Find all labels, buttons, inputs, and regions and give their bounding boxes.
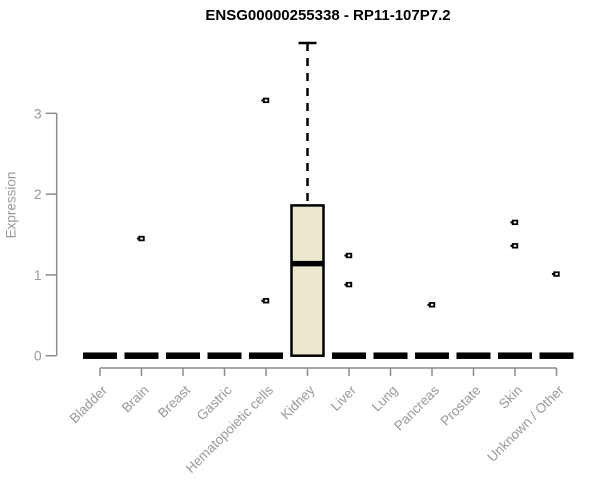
x-tick-label: Unknown / Other [484, 382, 567, 465]
y-tick-label: 3 [34, 105, 42, 121]
outlier-marker-nub [510, 244, 512, 247]
outlier-marker-nub [136, 237, 139, 240]
x-tick-label: Pancreas [391, 382, 442, 433]
x-tick-label: Lung [369, 383, 401, 415]
x-tick-label: Prostate [437, 383, 483, 429]
outlier-marker-center [347, 254, 351, 257]
outlier-marker-center [430, 303, 434, 306]
y-tick-label: 2 [34, 186, 42, 202]
outlier-marker-nub [344, 283, 346, 286]
x-tick-label: Brain [119, 383, 152, 416]
flat-zero-box [456, 352, 491, 359]
outlier-marker-center [264, 99, 268, 102]
outlier-marker-nub [261, 299, 263, 302]
outlier-marker-nub [344, 254, 346, 257]
outlier-marker-center [140, 237, 143, 240]
outlier-marker-nub [551, 273, 554, 276]
x-tick-label: Skin [496, 383, 525, 412]
y-tick-label: 0 [34, 348, 42, 364]
outlier-marker-center [513, 244, 517, 247]
outlier-marker-nub [427, 303, 429, 306]
x-tick-label: Kidney [278, 382, 318, 422]
outlier-marker-nub [510, 221, 512, 224]
outlier-marker-center [555, 273, 558, 276]
chart-title: ENSG00000255338 - RP11-107P7.2 [205, 7, 451, 24]
y-tick-label: 1 [34, 267, 42, 283]
outlier-marker-center [513, 221, 517, 224]
x-tick-label: Gastric [194, 382, 235, 423]
flat-zero-box [207, 352, 242, 359]
flat-zero-box [124, 352, 159, 359]
flat-zero-box [332, 352, 366, 359]
outlier-marker-nub [261, 99, 263, 102]
flat-zero-box [498, 352, 532, 359]
flat-zero-box [373, 352, 408, 359]
outlier-marker-center [347, 283, 351, 286]
box-rect [290, 204, 325, 357]
flat-zero-box [539, 352, 574, 359]
flat-zero-box [83, 352, 117, 359]
flat-zero-box [415, 352, 449, 359]
flat-zero-box [166, 352, 200, 359]
x-tick-label: Breast [155, 382, 193, 420]
outlier-marker-center [264, 299, 268, 302]
x-tick-label: Bladder [67, 382, 111, 426]
x-tick-label: Liver [328, 382, 360, 414]
flat-zero-box [249, 352, 283, 359]
